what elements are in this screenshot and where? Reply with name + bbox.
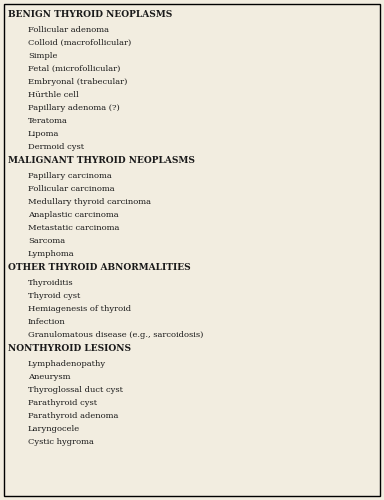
- Text: Cystic hygroma: Cystic hygroma: [28, 438, 94, 446]
- Text: Medullary thyroid carcinoma: Medullary thyroid carcinoma: [28, 198, 151, 206]
- Text: Infection: Infection: [28, 318, 66, 326]
- Text: Metastatic carcinoma: Metastatic carcinoma: [28, 224, 119, 232]
- Text: Papillary carcinoma: Papillary carcinoma: [28, 172, 112, 180]
- Text: Follicular adenoma: Follicular adenoma: [28, 26, 109, 34]
- Text: Teratoma: Teratoma: [28, 117, 68, 125]
- Text: Parathyroid adenoma: Parathyroid adenoma: [28, 412, 118, 420]
- Text: Follicular carcinoma: Follicular carcinoma: [28, 185, 115, 193]
- Text: Thyroiditis: Thyroiditis: [28, 279, 74, 287]
- Text: Thyroid cyst: Thyroid cyst: [28, 292, 80, 300]
- Text: Papillary adenoma (?): Papillary adenoma (?): [28, 104, 120, 112]
- Text: Embryonal (trabecular): Embryonal (trabecular): [28, 78, 127, 86]
- Text: Hürthle cell: Hürthle cell: [28, 91, 79, 99]
- Text: Dermoid cyst: Dermoid cyst: [28, 143, 84, 151]
- Text: Parathyroid cyst: Parathyroid cyst: [28, 399, 97, 407]
- Text: Lymphoma: Lymphoma: [28, 250, 74, 258]
- Text: Lymphadenopathy: Lymphadenopathy: [28, 360, 106, 368]
- Text: Lipoma: Lipoma: [28, 130, 60, 138]
- Text: Laryngocele: Laryngocele: [28, 425, 80, 433]
- Text: Hemiagenesis of thyroid: Hemiagenesis of thyroid: [28, 305, 131, 313]
- Text: Sarcoma: Sarcoma: [28, 237, 65, 245]
- Text: Granulomatous disease (e.g., sarcoidosis): Granulomatous disease (e.g., sarcoidosis…: [28, 331, 204, 339]
- Text: Anaplastic carcinoma: Anaplastic carcinoma: [28, 211, 119, 219]
- Text: Colloid (macrofollicular): Colloid (macrofollicular): [28, 39, 131, 47]
- Text: OTHER THYROID ABNORMALITIES: OTHER THYROID ABNORMALITIES: [8, 263, 190, 272]
- Text: MALIGNANT THYROID NEOPLASMS: MALIGNANT THYROID NEOPLASMS: [8, 156, 195, 165]
- Text: Thyroglossal duct cyst: Thyroglossal duct cyst: [28, 386, 123, 394]
- Text: Fetal (microfollicular): Fetal (microfollicular): [28, 65, 120, 73]
- Text: NONTHYROID LESIONS: NONTHYROID LESIONS: [8, 344, 131, 353]
- Text: Aneurysm: Aneurysm: [28, 373, 71, 381]
- Text: Simple: Simple: [28, 52, 57, 60]
- Text: BENIGN THYROID NEOPLASMS: BENIGN THYROID NEOPLASMS: [8, 10, 172, 19]
